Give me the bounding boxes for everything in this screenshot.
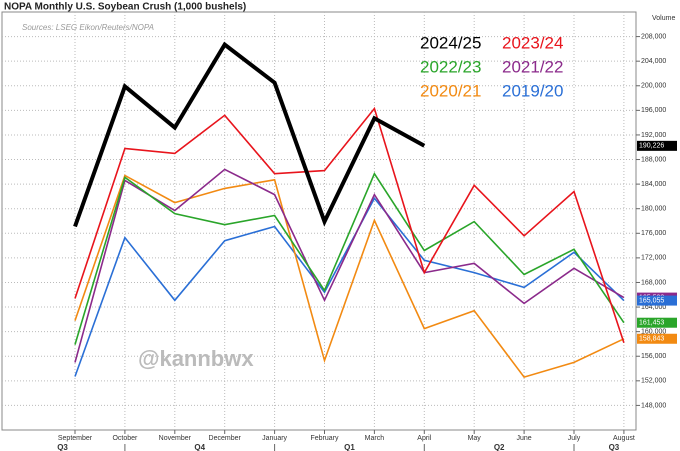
value-label-box	[637, 333, 677, 344]
y-tick-label: 156,000	[641, 353, 666, 360]
y-tick-label: 176,000	[641, 230, 666, 237]
x-tick-label: June	[517, 435, 532, 442]
y-tick-label: 204,000	[641, 58, 666, 65]
legend-entry: 2020/21	[420, 81, 481, 100]
y-tick-label: 164,000	[641, 304, 666, 311]
y-tick-label: 148,000	[641, 402, 666, 409]
series-line	[73, 41, 426, 228]
value-label: 158,843	[639, 336, 664, 343]
x-tick-label: December	[209, 435, 242, 442]
series-line	[74, 174, 625, 379]
y-tick-label: 172,000	[641, 255, 666, 262]
chart-title: NOPA Monthly U.S. Soybean Crush (1,000 b…	[4, 2, 246, 13]
y-tick-label: 192,000	[641, 132, 666, 139]
x-tick-label: July	[568, 435, 581, 442]
x-tick-label: October	[112, 435, 138, 442]
quarter-label: Q1	[344, 443, 355, 451]
watermark: @kannbwx	[138, 346, 254, 371]
x-tick-label: February	[310, 435, 339, 442]
y-tick-label: 188,000	[641, 156, 666, 163]
y-tick-label: 180,000	[641, 206, 666, 213]
y-tick-label: 196,000	[641, 107, 666, 114]
value-label-box	[637, 295, 677, 306]
x-tick-label: March	[365, 435, 385, 442]
quarter-label: Q3	[57, 443, 68, 451]
chart-subtitle: Sources: LSEG Eikon/Reuters/NOPA	[22, 23, 154, 32]
y-tick-label: 152,000	[641, 378, 666, 385]
x-tick-label: May	[468, 435, 482, 442]
value-label-box	[637, 140, 677, 151]
x-tick-label: August	[613, 435, 635, 442]
quarter-label: Q4	[194, 443, 205, 451]
y-tick-label: 168,000	[641, 279, 666, 286]
legend-entry: 2022/23	[420, 57, 481, 76]
x-tick-label: January	[262, 435, 287, 442]
y-axis-label: Volume	[652, 15, 675, 22]
series-line	[74, 196, 625, 377]
legend-entry: 2023/24	[502, 33, 563, 52]
value-label: 161,453	[639, 320, 664, 327]
series-line	[74, 172, 625, 345]
value-label-box	[637, 317, 677, 328]
y-tick-label: 200,000	[641, 83, 666, 90]
series-line	[74, 106, 625, 343]
value-label: 190,226	[639, 143, 664, 150]
y-tick-label: 160,000	[641, 328, 666, 335]
quarter-label: Q2	[494, 443, 505, 451]
legend-entry: 2024/25	[420, 33, 481, 52]
y-tick-label: 184,000	[641, 181, 666, 188]
plot-frame	[1, 11, 637, 431]
x-tick-label: November	[159, 435, 192, 442]
quarter-label: Q3	[609, 443, 620, 451]
x-tick-label: April	[417, 435, 431, 442]
value-label: 165,055	[639, 297, 664, 304]
series-line	[74, 168, 625, 363]
legend-entry: 2021/22	[502, 57, 563, 76]
legend-entry: 2019/20	[502, 81, 563, 100]
y-tick-label: 208,000	[641, 33, 666, 40]
x-tick-label: September	[58, 435, 93, 442]
